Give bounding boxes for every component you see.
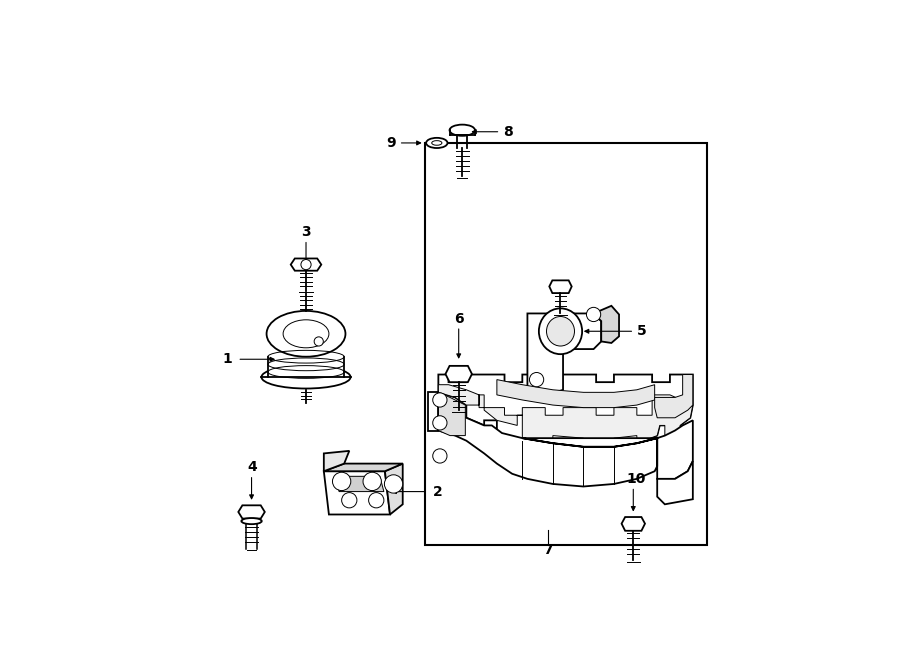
Text: 10: 10 bbox=[626, 472, 645, 486]
Circle shape bbox=[363, 472, 382, 490]
Ellipse shape bbox=[432, 141, 442, 145]
Polygon shape bbox=[324, 471, 390, 514]
Polygon shape bbox=[324, 451, 349, 471]
Text: 7: 7 bbox=[543, 543, 553, 557]
Text: 9: 9 bbox=[386, 136, 396, 150]
Polygon shape bbox=[438, 375, 693, 453]
Circle shape bbox=[384, 475, 402, 493]
Circle shape bbox=[433, 416, 447, 430]
Polygon shape bbox=[654, 375, 693, 418]
Text: 5: 5 bbox=[637, 325, 647, 338]
Circle shape bbox=[529, 373, 544, 387]
Text: 2: 2 bbox=[433, 485, 442, 498]
Ellipse shape bbox=[449, 125, 475, 136]
Circle shape bbox=[332, 472, 351, 490]
Polygon shape bbox=[335, 477, 384, 492]
Polygon shape bbox=[238, 505, 265, 519]
Ellipse shape bbox=[266, 311, 346, 357]
Text: 3: 3 bbox=[302, 225, 310, 239]
Polygon shape bbox=[622, 517, 645, 531]
Bar bbox=[268, 357, 344, 377]
Polygon shape bbox=[438, 385, 693, 447]
Circle shape bbox=[342, 492, 357, 508]
Ellipse shape bbox=[262, 366, 350, 389]
Polygon shape bbox=[446, 366, 472, 382]
Text: 4: 4 bbox=[248, 460, 257, 474]
Polygon shape bbox=[657, 461, 693, 504]
Circle shape bbox=[587, 307, 600, 322]
Polygon shape bbox=[549, 280, 572, 293]
Circle shape bbox=[433, 393, 447, 407]
Ellipse shape bbox=[284, 320, 328, 348]
Circle shape bbox=[369, 492, 384, 508]
Circle shape bbox=[433, 449, 447, 463]
Polygon shape bbox=[428, 393, 438, 430]
Ellipse shape bbox=[426, 138, 447, 148]
Polygon shape bbox=[594, 306, 619, 343]
Polygon shape bbox=[527, 313, 601, 395]
Polygon shape bbox=[324, 463, 402, 471]
Text: 6: 6 bbox=[454, 311, 464, 325]
Circle shape bbox=[314, 337, 323, 346]
Bar bbox=[425, 143, 707, 545]
Polygon shape bbox=[438, 415, 693, 486]
Polygon shape bbox=[291, 258, 321, 271]
Ellipse shape bbox=[539, 308, 582, 354]
Ellipse shape bbox=[241, 518, 262, 524]
Text: 8: 8 bbox=[503, 125, 513, 139]
Circle shape bbox=[301, 260, 311, 270]
Polygon shape bbox=[385, 463, 402, 514]
Ellipse shape bbox=[546, 317, 574, 346]
Text: 1: 1 bbox=[222, 352, 232, 366]
Polygon shape bbox=[497, 379, 654, 408]
Polygon shape bbox=[438, 393, 465, 436]
